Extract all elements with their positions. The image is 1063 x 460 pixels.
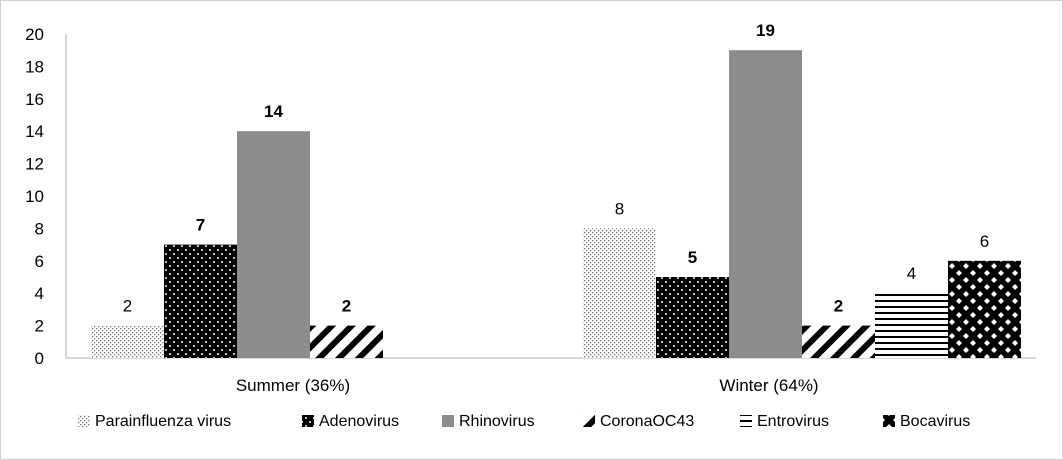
data-label: 5	[688, 248, 697, 267]
data-label: 2	[342, 297, 351, 316]
y-tick-label: 0	[35, 349, 44, 368]
y-tick-label: 18	[25, 57, 44, 76]
legend-item-label: Entrovirus	[757, 413, 829, 430]
legend: Parainfluenza virus Adenovirus Rhinovirus C…	[78, 413, 970, 430]
bar-parainfluenza-virus-winter	[583, 228, 656, 358]
bar-parainfluenza-virus-summer	[91, 325, 164, 358]
bar-coronaoc43-summer	[310, 325, 383, 358]
x-category-label: Summer (36%)	[236, 376, 350, 395]
bar-entrovirus-winter	[875, 293, 948, 358]
legend-item-label: Rhinovirus	[459, 413, 535, 430]
data-label: 14	[264, 102, 283, 121]
y-tick-label: 4	[35, 284, 44, 303]
bar-rhinovirus-winter	[729, 50, 802, 358]
data-label: 6	[980, 232, 989, 251]
bar-coronaoc43-winter	[802, 325, 875, 358]
bar-adenovirus-summer	[164, 244, 237, 358]
data-label: 2	[834, 297, 843, 316]
y-tick-label: 6	[35, 252, 44, 271]
legend-item-label: CoronaOC43	[600, 413, 694, 430]
data-labels-layer: 2 7 14 2 8 5 19 2 4 6	[123, 21, 989, 315]
data-label: 7	[196, 216, 205, 235]
y-tick-label: 14	[25, 122, 44, 141]
legend-swatch	[883, 415, 895, 427]
y-tick-label: 12	[25, 155, 44, 174]
y-tick-label: 8	[35, 219, 44, 238]
legend-swatch	[740, 415, 752, 427]
data-label: 19	[756, 21, 775, 40]
bar-rhinovirus-summer	[237, 131, 310, 358]
legend-swatch	[78, 415, 90, 427]
y-tick-label: 10	[25, 187, 44, 206]
legend-swatch	[583, 415, 595, 427]
legend-swatch	[442, 415, 454, 427]
bar-bocavirus-winter	[948, 260, 1021, 358]
bar-adenovirus-winter	[656, 277, 729, 358]
y-tick-label: 16	[25, 90, 44, 109]
category-labels-layer: Summer (36%) Winter (64%)	[236, 376, 819, 395]
y-tick-label: 20	[25, 25, 44, 44]
y-tick-label: 2	[35, 317, 44, 336]
data-label: 4	[907, 264, 916, 283]
legend-item-label: Adenovirus	[319, 413, 399, 430]
x-category-label: Winter (64%)	[719, 376, 818, 395]
legend-item-label: Parainfluenza virus	[95, 413, 231, 430]
legend-swatch	[302, 415, 314, 427]
bars-layer	[91, 50, 1021, 358]
data-label: 8	[615, 199, 624, 218]
data-label: 2	[123, 297, 132, 316]
legend-item-label: Bocavirus	[900, 413, 970, 430]
